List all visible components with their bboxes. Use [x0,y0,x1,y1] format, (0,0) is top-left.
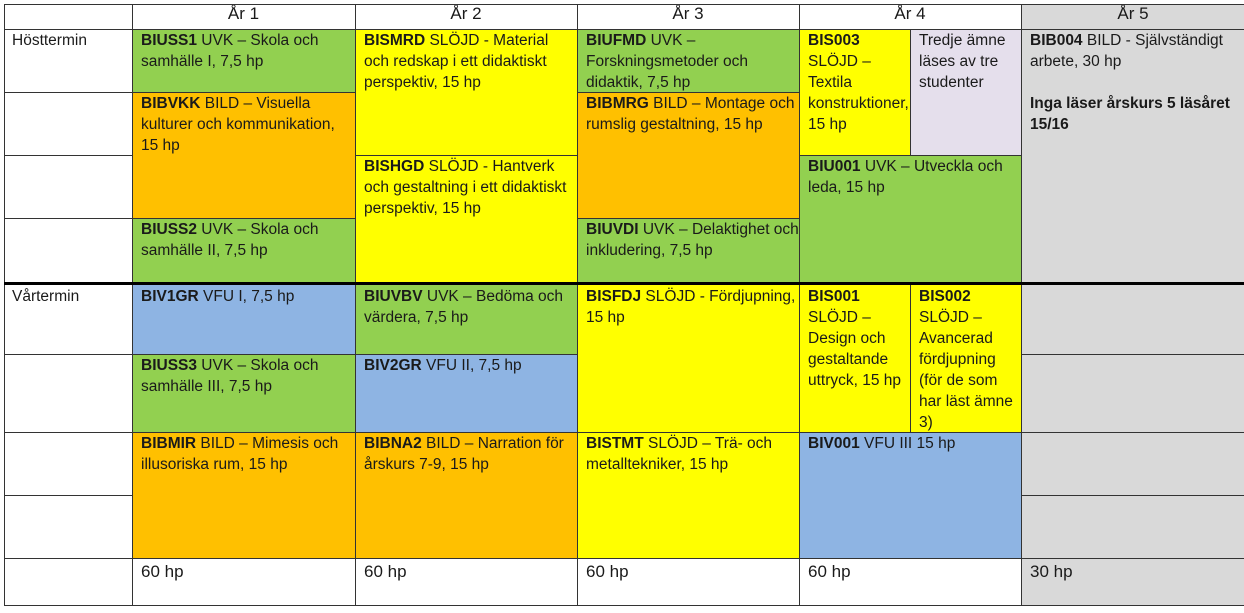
empty-cell [1021,285,1244,558]
header-year-1: År 1 [227,4,260,23]
course-cell: BISHGD SLÖJD - Hantverk och gestaltning … [355,155,577,284]
course-code: BIBMIR [141,435,197,452]
course-code: BIV001 [808,435,860,452]
total-year-4: 60 hp [808,562,851,581]
course-cell: BISTMT SLÖJD – Trä- och metalltekniker, … [577,432,799,558]
course-title: UVK – Forskningsmetoder och didaktik, 7,… [586,32,748,91]
course-title: BILD – Narration för årskurs 7-9, 15 hp [364,435,564,473]
course-code: BIS002 [919,288,971,305]
course-title: SLÖJD - Fördjupning, 15 hp [586,288,796,326]
course-cell: BIUVDI UVK – Delaktighet och inkludering… [577,218,799,284]
course-code: BIBMRG [586,95,649,112]
course-title: SLÖJD – Design och gestaltande uttryck, … [808,309,902,389]
course-title: UVK – Bedöma och värdera, 7,5 hp [364,288,564,326]
course-cell: BIV2GR VFU II, 7,5 hp [355,354,577,432]
course-code: BISHGD [364,158,425,175]
course-title: BILD – Montage och rumslig gestaltning, … [586,95,795,133]
course-title: VFU II, 7,5 hp [421,357,522,374]
course-code: BISFDJ [586,288,642,305]
course-code: BIV2GR [364,357,422,374]
row-label-spring: Vårtermin [12,288,80,305]
course-title: SLÖJD - Material och redskap i ett didak… [364,32,549,91]
year5-note: Inga läser årskurs 5 läsåret 15/16 [1030,95,1230,133]
course-cell: BIUSS1 UVK – Skola och samhälle I, 7,5 h… [132,29,355,92]
course-cell: BIUVBV UVK – Bedöma och värdera, 7,5 hp [355,285,577,354]
header-year-2: År 2 [450,4,482,23]
total-year-1: 60 hp [141,562,184,581]
course-code: BIB004 [1030,32,1083,49]
course-cell: BIUSS2 UVK – Skola och samhälle II, 7,5 … [132,218,355,284]
course-code: BIS003 [808,32,860,49]
course-title: SLÖJD – Textila konstruktioner, 15 hp [808,53,909,133]
course-cell: BIS003 SLÖJD – Textila konstruktioner, 1… [799,29,910,155]
course-code: BIU001 [808,158,861,175]
course-cell: BIBMRG BILD – Montage och rumslig gestal… [577,92,799,218]
course-code: BIUSS1 [141,32,197,49]
third-subject-note: Tredje ämne läses av tre studenter [910,29,1021,155]
course-cell: BIUFMD UVK – Forskningsmetoder och didak… [577,29,799,92]
header-year-5: År 5 [1021,4,1244,29]
course-title: BILD – Visuella kulturer och kommunikati… [141,95,335,154]
course-cell: BIB004 BILD - Självständigt arbete, 30 h… [1021,29,1244,284]
row-label-autumn: Hösttermin [12,32,87,49]
course-title: BILD - Självständigt arbete, 30 hp [1030,32,1223,70]
course-title: UVK – Skola och samhälle I, 7,5 hp [141,32,319,70]
course-cell: BIU001 UVK – Utveckla och leda, 15 hp [799,155,1021,284]
course-cell: BIBNA2 BILD – Narration för årskurs 7-9,… [355,432,577,558]
header-year-4: År 4 [894,4,926,23]
total-year-2: 60 hp [364,562,407,581]
course-code: BISTMT [586,435,644,452]
course-title: VFU I, 7,5 hp [198,288,295,305]
course-cell: BISMRD SLÖJD - Material och redskap i et… [355,29,577,155]
course-cell: BIBVKK BILD – Visuella kulturer och komm… [132,92,355,218]
course-code: BIUVDI [586,221,639,238]
course-code: BIBVKK [141,95,201,112]
course-title: SLÖJD – Trä- och metalltekniker, 15 hp [586,435,773,473]
course-code: BIUSS3 [141,357,197,374]
course-title: SLÖJD - Hantverk och gestaltning i ett d… [364,158,567,217]
course-code: BIUFMD [586,32,647,49]
course-code: BIUSS2 [141,221,197,238]
course-title: UVK – Skola och samhälle III, 7,5 hp [141,357,319,395]
course-title: BILD – Mimesis och illusoriska rum, 15 h… [141,435,339,473]
course-cell: BIV1GR VFU I, 7,5 hp [132,285,355,354]
course-title: UVK – Delaktighet och inkludering, 7,5 h… [586,221,799,259]
course-code: BIUVBV [364,288,423,305]
header-year-3: År 3 [672,4,704,23]
total-year-3: 60 hp [586,562,629,581]
course-code: BIBNA2 [364,435,422,452]
course-cell: BIBMIR BILD – Mimesis och illusoriska ru… [132,432,355,558]
course-cell: BISFDJ SLÖJD - Fördjupning, 15 hp [577,285,799,432]
course-cell: BIUSS3 UVK – Skola och samhälle III, 7,5… [132,354,355,432]
course-title: UVK – Utveckla och leda, 15 hp [808,158,1003,196]
course-code: BISMRD [364,32,426,49]
course-cell: BIS001 SLÖJD – Design och gestaltande ut… [799,285,910,432]
course-cell: BIS002 SLÖJD – Avancerad fördjupning (fö… [910,285,1021,432]
course-title: SLÖJD – Avancerad fördjupning (för de so… [919,309,1013,431]
course-title: UVK – Skola och samhälle II, 7,5 hp [141,221,319,259]
course-code: BIV1GR [141,288,199,305]
course-code: BIS001 [808,288,860,305]
total-year-5: 30 hp [1021,558,1244,606]
course-title: VFU III 15 hp [859,435,956,452]
course-cell: BIV001 VFU III 15 hp [799,432,1021,558]
